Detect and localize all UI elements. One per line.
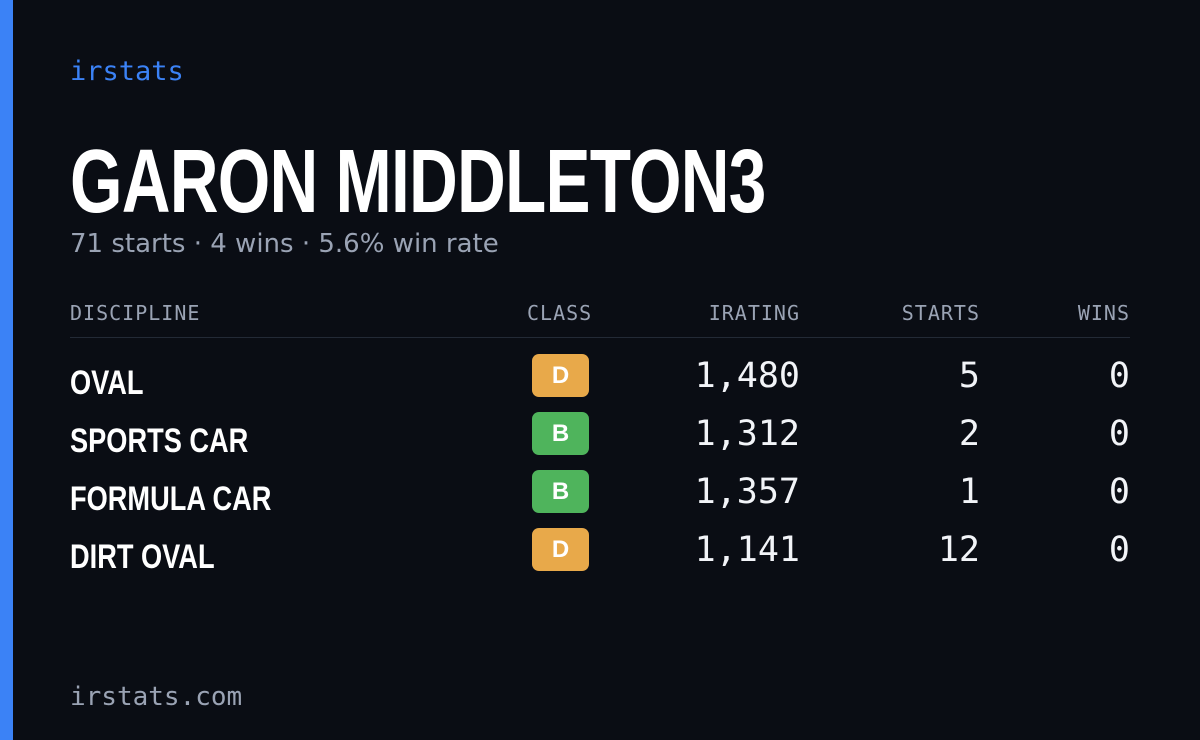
wins-cell: 0: [1108, 472, 1130, 512]
irating-cell: 1,480: [694, 356, 800, 396]
class-badge: D: [532, 528, 589, 571]
footer-link[interactable]: irstats.com: [70, 682, 243, 712]
header-irating: IRATING: [708, 301, 800, 325]
starts-cell: 5: [958, 356, 980, 396]
discipline-cell: SPORTS CAR: [70, 422, 249, 460]
header-divider: [70, 337, 1130, 338]
table-row: DIRT OVAL D 1,141 12 0: [0, 528, 1200, 586]
header-wins: WINS: [1077, 301, 1130, 325]
starts-cell: 2: [958, 414, 980, 454]
header-starts: STARTS: [901, 301, 980, 325]
player-summary: 71 starts · 4 wins · 5.6% win rate: [70, 229, 499, 259]
discipline-cell: OVAL: [70, 364, 144, 402]
accent-bar: [0, 0, 13, 740]
irating-cell: 1,141: [694, 530, 800, 570]
table-row: SPORTS CAR B 1,312 2 0: [0, 412, 1200, 470]
class-badge: B: [532, 470, 589, 513]
discipline-cell: FORMULA CAR: [70, 480, 272, 518]
wins-cell: 0: [1108, 356, 1130, 396]
header-discipline: DISCIPLINE: [70, 301, 201, 325]
header-class: CLASS: [527, 301, 593, 325]
wins-cell: 0: [1108, 414, 1130, 454]
irating-cell: 1,312: [694, 414, 800, 454]
discipline-cell: DIRT OVAL: [70, 538, 215, 576]
class-badge: B: [532, 412, 589, 455]
brand-logo: irstats: [70, 56, 184, 87]
wins-cell: 0: [1108, 530, 1130, 570]
table-row: FORMULA CAR B 1,357 1 0: [0, 470, 1200, 528]
player-name: GARON MIDDLETON3: [70, 132, 766, 232]
table-row: OVAL D 1,480 5 0: [0, 354, 1200, 412]
starts-cell: 1: [958, 472, 980, 512]
irating-cell: 1,357: [694, 472, 800, 512]
class-badge: D: [532, 354, 589, 397]
starts-cell: 12: [937, 530, 980, 570]
